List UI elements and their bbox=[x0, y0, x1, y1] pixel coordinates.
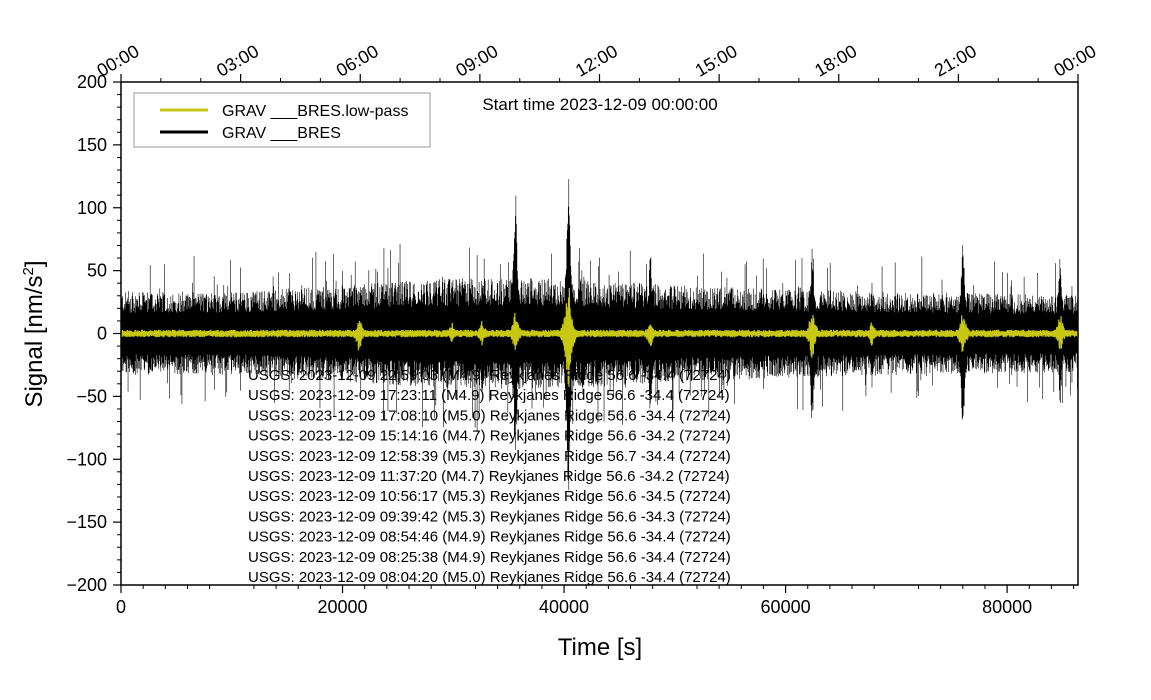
y-tick-label: −200 bbox=[66, 575, 107, 595]
event-annotation: USGS: 2023-12-09 17:23:11 (M4.9) Reykjan… bbox=[248, 387, 730, 404]
event-annotation: USGS: 2023-12-09 11:37:20 (M4.7) Reykjan… bbox=[248, 468, 730, 485]
x-tick-label: 60000 bbox=[761, 597, 811, 617]
y-tick-label: 50 bbox=[87, 261, 107, 281]
event-annotation: USGS: 2023-12-09 09:39:42 (M5.3) Reykjan… bbox=[248, 508, 731, 525]
event-annotation: USGS: 2023-12-09 17:08:10 (M5.0) Reykjan… bbox=[248, 407, 731, 424]
lowpass-series-line bbox=[121, 287, 1078, 387]
event-annotation: USGS: 2023-12-09 10:56:17 (M5.3) Reykjan… bbox=[248, 488, 731, 505]
event-annotation: USGS: 2023-12-09 22:59:03 (M4.9) Reykjan… bbox=[248, 367, 731, 384]
x-axis-title: Time [s] bbox=[558, 634, 642, 661]
y-tick-label: −100 bbox=[66, 449, 107, 469]
start-time-label: Start time 2023-12-09 00:00:00 bbox=[482, 95, 717, 114]
legend-label-raw: GRAV ___BRES bbox=[222, 125, 341, 142]
event-annotation: USGS: 2023-12-09 08:04:20 (M5.0) Reykjan… bbox=[248, 569, 731, 586]
event-annotation: USGS: 2023-12-09 15:14:16 (M4.7) Reykjan… bbox=[248, 428, 731, 445]
legend-label-lowpass: GRAV ___BRES.low-pass bbox=[222, 103, 408, 120]
y-tick-label: −50 bbox=[76, 386, 107, 406]
y-tick-label: 200 bbox=[77, 72, 107, 92]
event-annotation: USGS: 2023-12-09 08:25:38 (M4.9) Reykjan… bbox=[248, 549, 731, 566]
x-tick-label: 80000 bbox=[982, 597, 1032, 617]
y-tick-label: 0 bbox=[97, 324, 107, 344]
event-annotations: USGS: 2023-12-09 22:59:03 (M4.9) Reykjan… bbox=[248, 367, 731, 586]
y-tick-label: 100 bbox=[77, 198, 107, 218]
y-axis-title: Signal [nm/s2] bbox=[20, 260, 48, 407]
x-tick-label: 20000 bbox=[317, 597, 367, 617]
x-tick-label: 40000 bbox=[539, 597, 589, 617]
y-tick-label: −150 bbox=[66, 512, 107, 532]
event-annotation: USGS: 2023-12-09 08:54:46 (M4.9) Reykjan… bbox=[248, 529, 731, 546]
event-annotation: USGS: 2023-12-09 12:58:39 (M5.3) Reykjan… bbox=[248, 448, 731, 465]
x-tick-label: 0 bbox=[116, 597, 126, 617]
legend-box bbox=[133, 92, 431, 148]
y-tick-label: 150 bbox=[77, 135, 107, 155]
series-layer bbox=[121, 179, 1078, 491]
legend: GRAV ___BRES.low-pass GRAV ___BRES bbox=[133, 92, 431, 148]
